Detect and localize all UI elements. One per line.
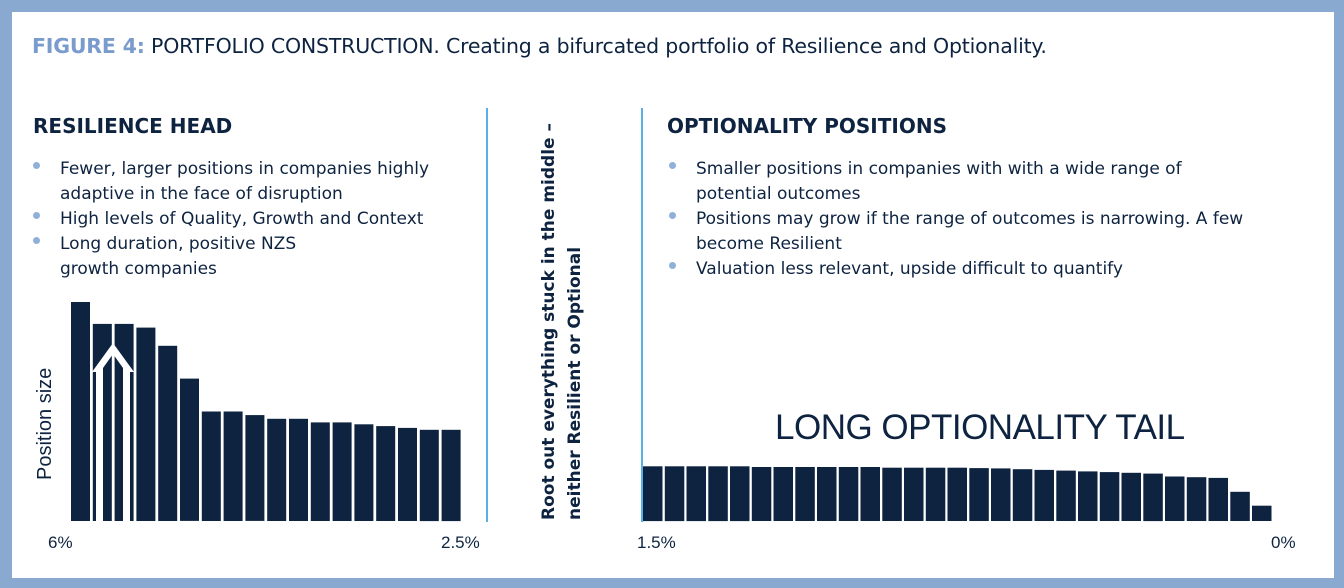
- optionality-bar: [1186, 477, 1207, 521]
- optionality-bar: [1143, 473, 1163, 522]
- optionality-bar: [904, 467, 924, 521]
- optionality-bar: [643, 466, 663, 522]
- resilience-bar: [332, 422, 352, 521]
- resilience-bar: [376, 426, 396, 521]
- figure-label: FIGURE 4:: [32, 34, 145, 58]
- optionality-bar: [1121, 472, 1141, 521]
- optionality-bullet: Smaller positions in companies with with…: [666, 157, 1216, 207]
- resilience-bar: [354, 424, 374, 521]
- optionality-tick-start: 1.5%: [637, 533, 676, 552]
- optionality-bar: [817, 467, 837, 521]
- optionality-bar: [838, 467, 859, 521]
- resilience-tick-start: 6%: [48, 533, 73, 552]
- optionality-bar: [708, 466, 728, 522]
- resilience-bullet: Long duration, positive NZS growth compa…: [30, 232, 330, 282]
- resilience-bar: [289, 418, 308, 521]
- figure-title-text: PORTFOLIO CONSTRUCTION. Creating a bifur…: [151, 34, 1047, 58]
- resilience-bullets: Fewer, larger positions in companies hig…: [30, 157, 470, 282]
- optionality-bar: [1099, 472, 1120, 521]
- resilience-bar: [419, 429, 439, 522]
- optionality-bar: [1034, 469, 1054, 521]
- optionality-bar: [1252, 505, 1272, 521]
- resilience-bar: [180, 378, 199, 521]
- resilience-bar: [201, 411, 221, 521]
- optionality-bar: [947, 467, 967, 521]
- resilience-bar: [310, 422, 330, 521]
- resilience-bullet: Fewer, larger positions in companies hig…: [30, 157, 470, 207]
- optionality-bar: [795, 467, 815, 521]
- optionality-bar: [773, 467, 793, 521]
- resilience-bar: [245, 415, 265, 521]
- figure-title: FIGURE 4: PORTFOLIO CONSTRUCTION. Creati…: [32, 34, 1047, 58]
- resilience-bar: [441, 429, 461, 522]
- optionality-bar: [730, 466, 750, 522]
- resilience-bar: [223, 411, 243, 521]
- left-divider: [486, 108, 488, 522]
- optionality-bullet: Positions may grow if the range of outco…: [666, 207, 1276, 257]
- optionality-bullets: Smaller positions in companies with with…: [666, 157, 1276, 282]
- optionality-tick-end: 0%: [1271, 533, 1296, 552]
- right-divider: [641, 108, 643, 522]
- resilience-bar: [136, 327, 156, 521]
- optionality-bar: [1056, 470, 1076, 521]
- optionality-bar: [882, 467, 902, 521]
- optionality-heading: OPTIONALITY POSITIONS: [667, 114, 947, 138]
- optionality-bar: [1078, 471, 1098, 521]
- optionality-bar: [686, 466, 706, 522]
- optionality-bar: [664, 466, 685, 522]
- resilience-bar: [158, 345, 178, 521]
- optionality-bar: [1012, 469, 1033, 521]
- optionality-bar: [751, 467, 772, 521]
- resilience-heading: RESILIENCE HEAD: [33, 114, 233, 138]
- optionality-bar: [991, 468, 1011, 521]
- optionality-bar: [1165, 476, 1185, 521]
- resilience-bar: [71, 302, 90, 521]
- resilience-bar: [398, 427, 417, 521]
- resilience-bullet: High levels of Quality, Growth and Conte…: [30, 207, 470, 232]
- resilience-tick-end: 2.5%: [441, 533, 480, 552]
- optionality-bar: [860, 467, 880, 521]
- optionality-bar: [925, 467, 946, 521]
- optionality-bar: [1230, 491, 1250, 521]
- optionality-bar: [1208, 477, 1228, 521]
- resilience-bar: [267, 418, 287, 521]
- growth-arrow-icon: [92, 343, 134, 521]
- optionality-bar: [969, 468, 989, 521]
- optionality-bullet: Valuation less relevant, upside difficul…: [666, 257, 1276, 282]
- optionality-tail-label: LONG OPTIONALITY TAIL: [775, 408, 1185, 447]
